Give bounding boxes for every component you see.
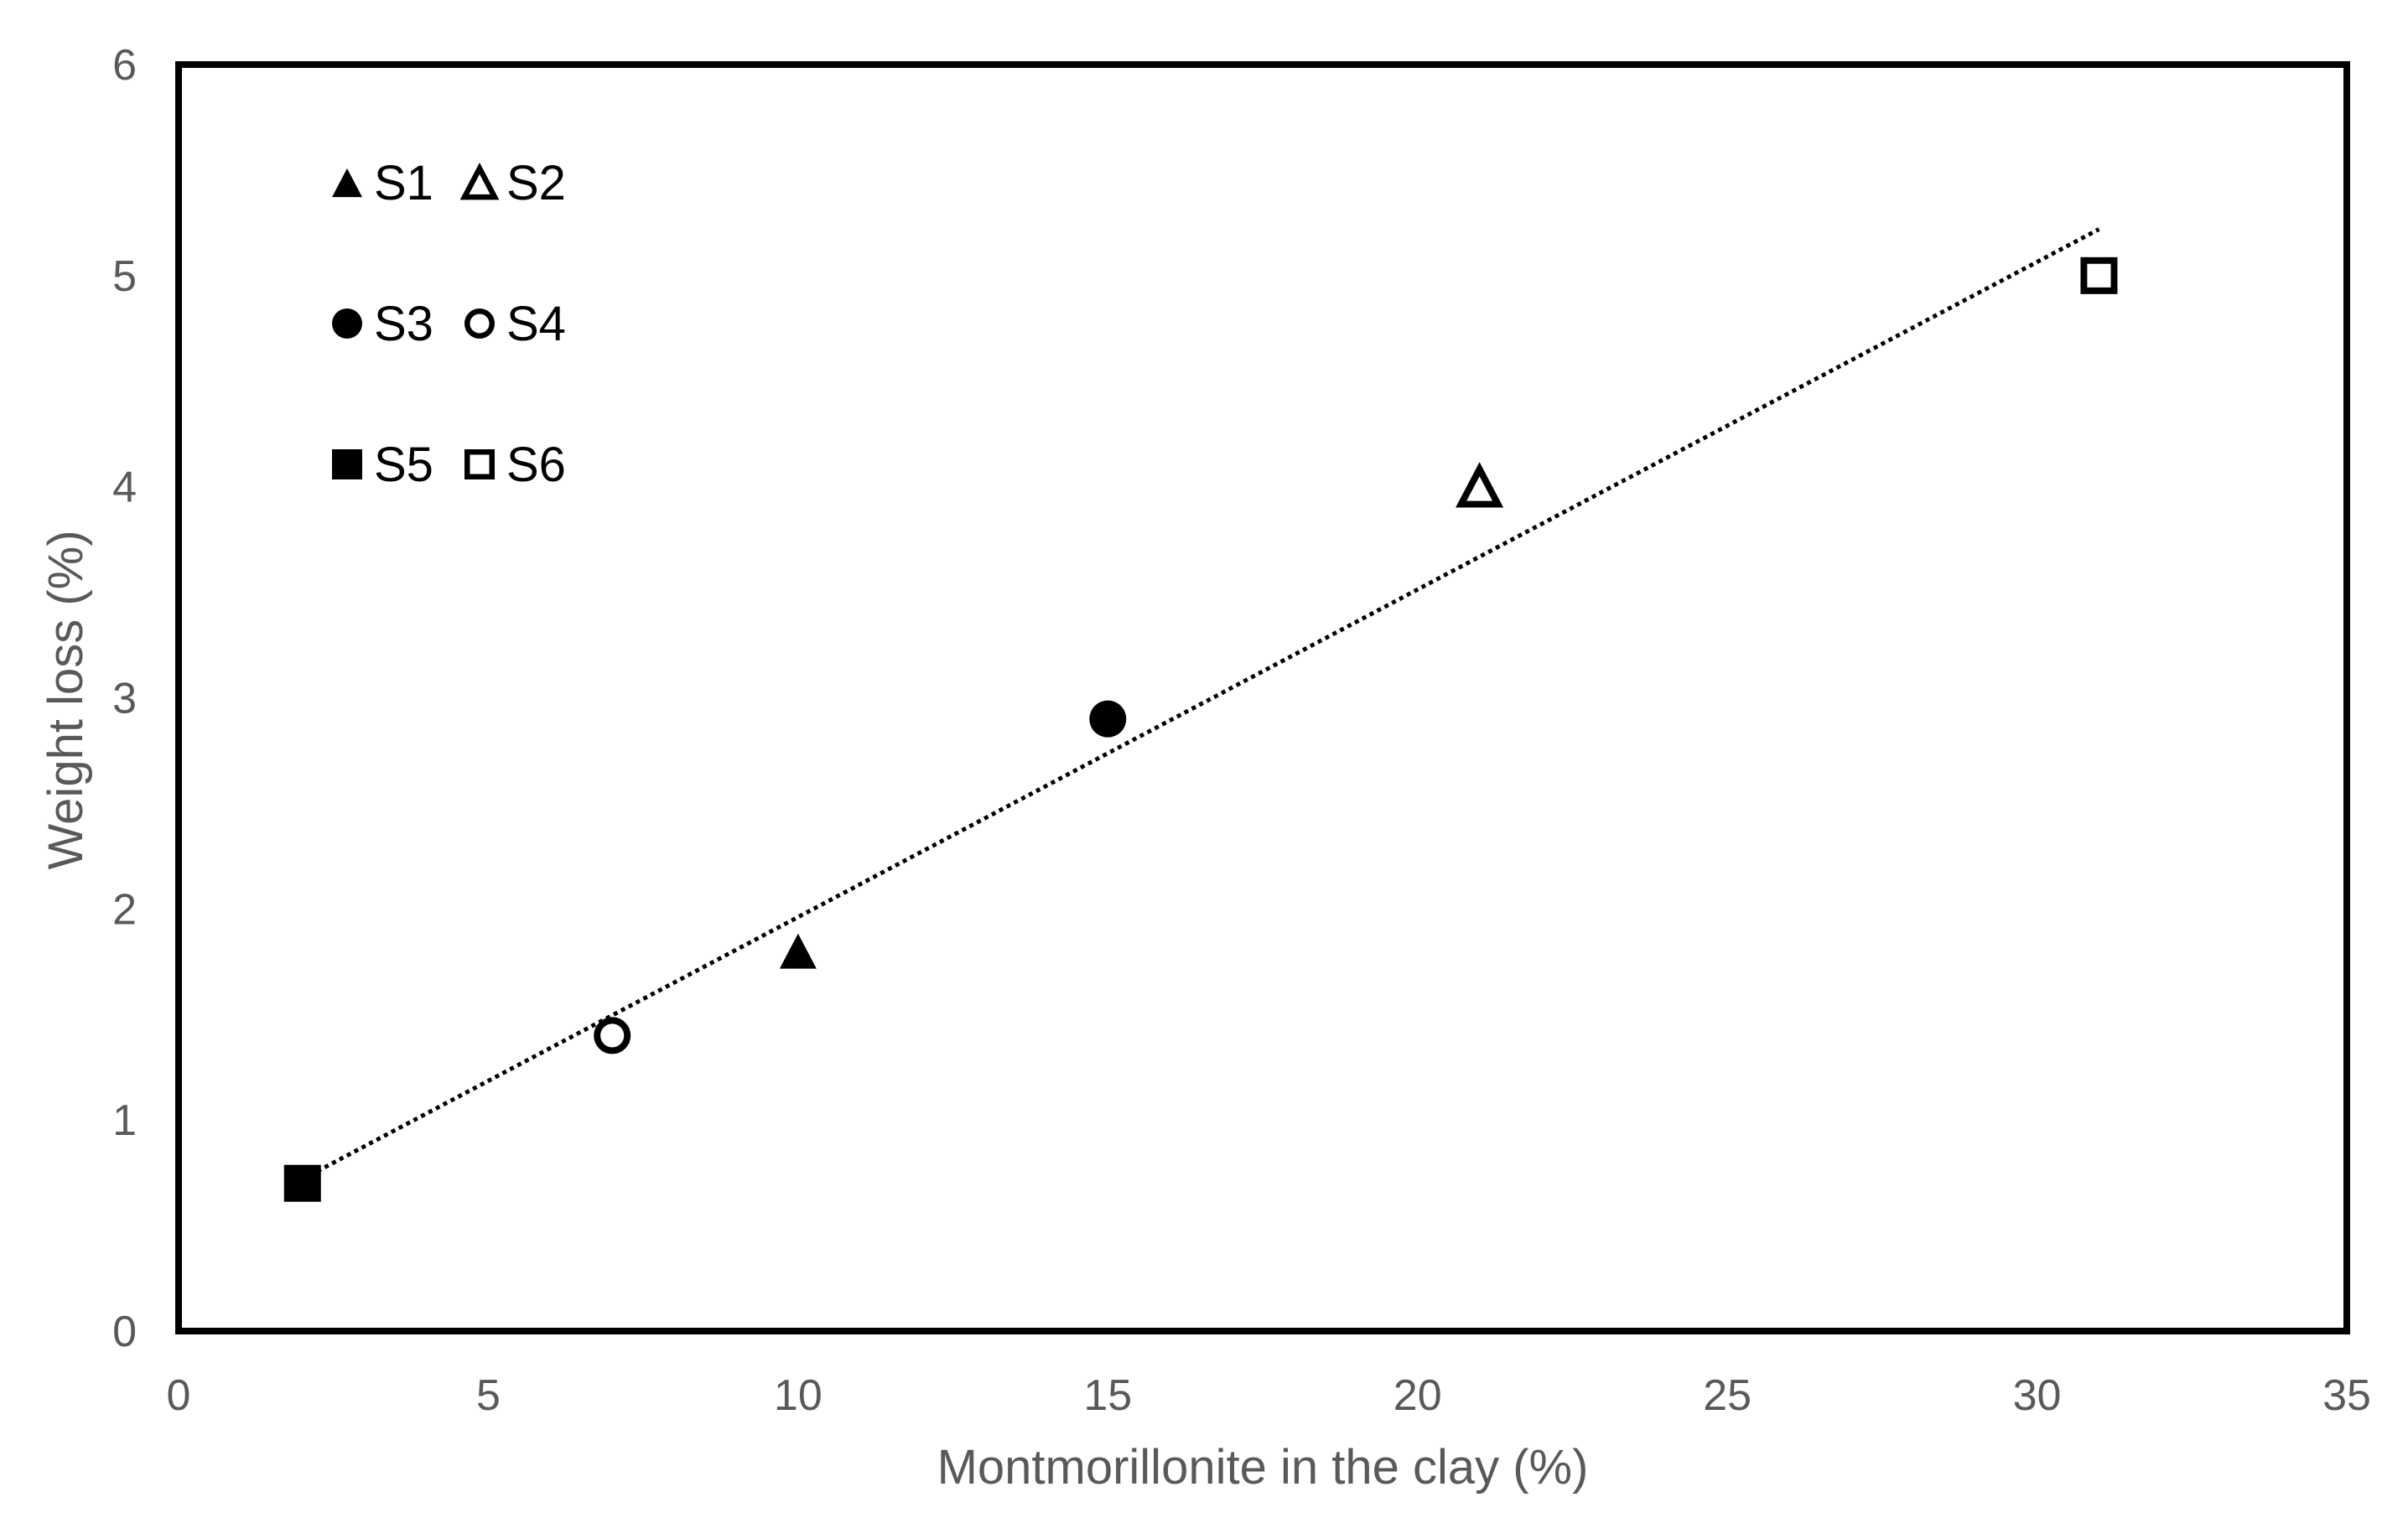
legend-label-s4: S4 <box>506 297 566 351</box>
y-tick-labels: 0 1 2 3 4 5 6 <box>112 41 137 1356</box>
data-point-s3 <box>1089 700 1127 738</box>
data-point-s5 <box>283 1164 321 1202</box>
y-tick-label: 2 <box>112 885 137 934</box>
x-tick-label: 0 <box>167 1371 191 1420</box>
y-tick-label: 6 <box>112 41 137 90</box>
legend-label-s1: S1 <box>374 156 433 210</box>
x-tick-label: 30 <box>2013 1371 2062 1420</box>
legend-marker-s5 <box>332 449 362 479</box>
legend-marker-s3 <box>332 308 362 339</box>
y-axis-title: Weight loss (%) <box>39 530 93 869</box>
x-tick-label: 5 <box>476 1371 501 1420</box>
data-point-s1 <box>779 933 817 969</box>
legend-label-s5: S5 <box>374 438 433 492</box>
data-point-s4 <box>594 1017 631 1054</box>
legend-marker-s4 <box>464 308 495 339</box>
legend-label-s3: S3 <box>374 297 433 351</box>
plot-area-frame <box>175 61 2350 1334</box>
y-tick-label: 3 <box>112 675 137 723</box>
data-points <box>283 256 2118 1202</box>
x-tick-label: 10 <box>774 1371 823 1420</box>
x-axis-title: Montmorillonite in the clay (%) <box>937 1440 1589 1495</box>
data-point-s2 <box>1456 462 1504 508</box>
x-tick-label: 25 <box>1703 1371 1752 1420</box>
y-tick-label: 5 <box>112 252 137 301</box>
legend-marker-s2 <box>459 162 500 200</box>
legend: S1 S2 S3 S4 S5 S6 <box>332 156 566 492</box>
y-tick-label: 1 <box>112 1096 137 1145</box>
legend-marker-s1 <box>332 168 362 198</box>
x-tick-label: 15 <box>1083 1371 1132 1420</box>
x-tick-label: 35 <box>2322 1371 2371 1420</box>
x-tick-labels: 0 5 10 15 20 25 30 35 <box>167 1371 2371 1420</box>
y-tick-label: 4 <box>112 464 137 512</box>
x-tick-label: 20 <box>1393 1371 1442 1420</box>
legend-marker-s6 <box>464 448 495 479</box>
y-tick-label: 0 <box>112 1308 137 1356</box>
legend-label-s2: S2 <box>506 156 566 210</box>
legend-label-s6: S6 <box>506 438 566 492</box>
data-point-s6 <box>2080 256 2118 294</box>
